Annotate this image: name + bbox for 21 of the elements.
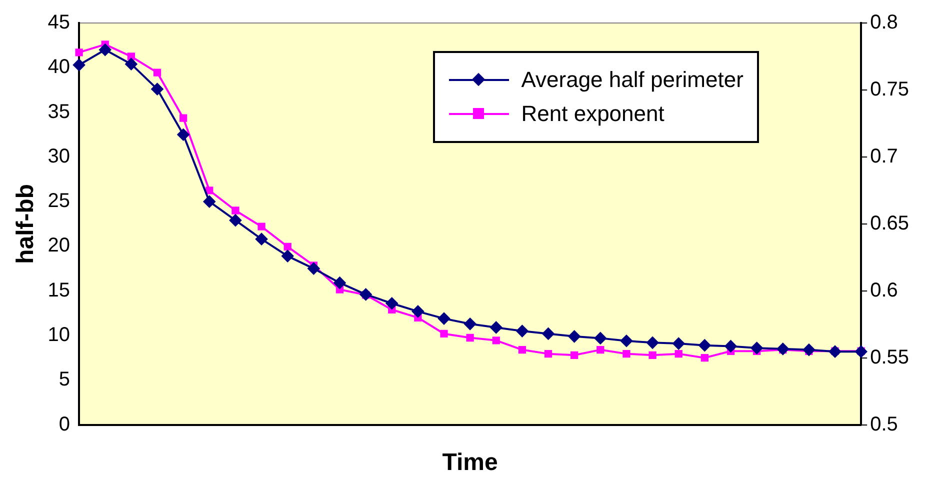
legend-label: Average half perimeter [521, 67, 744, 94]
y-tick-label: 35 [48, 100, 70, 123]
y2-tick-label: 0.8 [870, 12, 898, 34]
y-tick-label: 25 [48, 190, 70, 212]
y2-tick-label: 0.55 [870, 346, 910, 368]
y-tick-label: 0 [58, 413, 70, 436]
y-tick-label: 30 [48, 145, 70, 168]
y-tick-label: 15 [48, 279, 70, 302]
y-tick-label: 20 [48, 234, 70, 257]
y2-tick-label: 0.7 [870, 145, 898, 168]
y-tick-label: 5 [58, 368, 70, 391]
y-axis-title: half-bb [12, 184, 40, 264]
y2-tick-label: 0.5 [870, 413, 898, 436]
y2-tick-label: 0.75 [870, 78, 910, 100]
x-axis-title: Time [442, 449, 498, 476]
y2-tick-label: 0.6 [870, 279, 898, 302]
legend-label: Rent exponent [521, 101, 664, 128]
y-tick-label: 10 [48, 324, 70, 346]
y2-tick-label: 0.65 [870, 212, 910, 234]
y-tick-label: 45 [48, 12, 70, 34]
y-tick-label: 40 [48, 56, 70, 78]
